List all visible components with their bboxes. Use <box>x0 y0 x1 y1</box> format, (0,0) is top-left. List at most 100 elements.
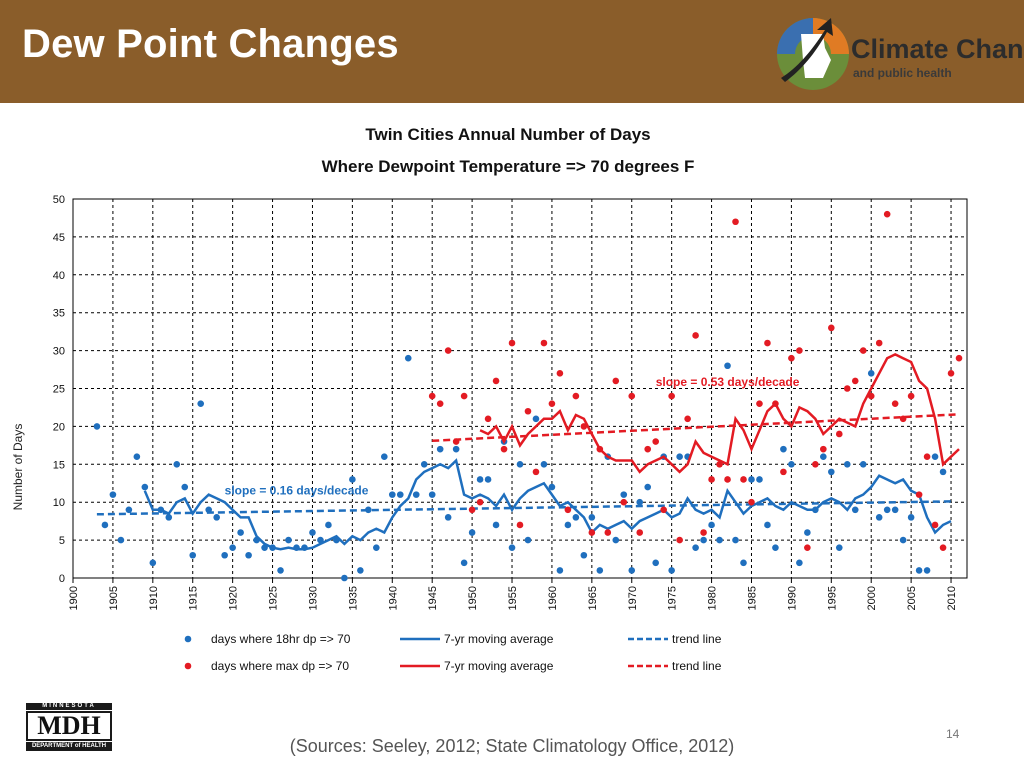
data-point <box>468 529 476 536</box>
data-point <box>620 491 628 498</box>
data-point <box>668 567 675 574</box>
slope-annotation: slope = 0.16 days/decade <box>225 484 369 498</box>
data-point <box>732 536 739 544</box>
x-tick-label: 2010 <box>946 586 958 610</box>
data-point <box>612 377 620 385</box>
data-point <box>524 407 532 415</box>
data-point <box>867 392 875 400</box>
data-point <box>508 339 516 347</box>
data-point <box>349 476 356 483</box>
data-point <box>428 392 436 400</box>
data-point <box>189 551 197 559</box>
x-tick-label: 1960 <box>547 586 559 610</box>
legend-marker <box>184 662 192 670</box>
data-point <box>851 506 859 514</box>
data-point <box>740 559 747 567</box>
data-point <box>740 476 747 483</box>
y-tick-label: 40 <box>53 270 65 282</box>
data-point <box>676 453 683 461</box>
y-tick-label: 5 <box>59 535 65 547</box>
data-point <box>452 445 460 453</box>
data-point <box>612 536 620 544</box>
data-point <box>125 506 133 514</box>
data-point <box>931 521 939 529</box>
data-point <box>899 536 907 544</box>
data-point <box>548 483 556 491</box>
data-point <box>484 476 492 483</box>
data-point <box>548 400 556 407</box>
data-point <box>277 567 284 574</box>
data-point <box>875 339 883 347</box>
data-point <box>652 559 659 567</box>
data-point <box>907 392 915 400</box>
chart-annotations: slope = 0.16 days/decade slope = 0.53 day… <box>225 375 800 497</box>
data-point <box>285 536 292 544</box>
legend-label: trend line <box>672 632 722 646</box>
data-point <box>756 476 763 483</box>
mdh-logo-main: MDH <box>26 711 112 741</box>
x-tick-label: 1965 <box>587 586 599 610</box>
data-point <box>596 567 604 574</box>
data-point <box>468 506 476 514</box>
data-point <box>660 506 667 514</box>
slope-annotation: slope = 0.53 days/decade <box>656 375 800 389</box>
climate-change-logo: Climate Change and public health <box>767 8 1024 94</box>
x-tick-label: 1910 <box>148 586 160 610</box>
data-point <box>947 370 955 377</box>
data-point <box>883 506 891 514</box>
data-point <box>708 521 715 529</box>
logo-sub-text: and public health <box>853 66 952 80</box>
data-point <box>756 400 763 407</box>
page-number: 14 <box>946 727 960 741</box>
data-point <box>788 461 795 468</box>
source-citation: (Sources: Seeley, 2012; State Climatolog… <box>289 736 735 756</box>
data-point <box>652 438 659 445</box>
data-point <box>237 529 244 536</box>
data-point <box>580 423 588 430</box>
data-point <box>828 468 835 476</box>
data-point <box>820 445 827 453</box>
data-point <box>923 567 931 574</box>
data-point <box>644 445 652 453</box>
x-tick-label: 1920 <box>228 586 240 610</box>
data-point <box>700 529 707 536</box>
data-point <box>141 483 149 491</box>
data-point <box>915 567 923 574</box>
data-point <box>388 491 396 498</box>
moving-average-line <box>479 353 960 474</box>
x-tick-label: 1955 <box>507 586 519 610</box>
data-point <box>708 476 715 483</box>
data-point <box>460 392 468 400</box>
data-point <box>875 514 883 521</box>
x-tick-label: 1995 <box>826 586 838 610</box>
data-point <box>508 544 516 551</box>
chart-axes: 0 5 10 15 20 25 30 35 40 45 50 1900 1905 1910 1915 1920… <box>53 194 968 610</box>
data-point <box>883 210 891 218</box>
data-point <box>915 491 923 498</box>
data-point <box>636 529 644 536</box>
x-tick-label: 2000 <box>866 586 878 610</box>
y-tick-label: 15 <box>53 459 65 471</box>
data-point <box>173 461 181 468</box>
data-point <box>572 514 580 521</box>
data-point <box>556 370 564 377</box>
data-point <box>580 551 588 559</box>
chart-title: Twin Cities Annual Number of Days <box>365 125 650 144</box>
x-tick-label: 1930 <box>307 586 319 610</box>
data-point <box>851 377 859 385</box>
x-tick-label: 1990 <box>786 586 798 610</box>
mdh-logo: MINNESOTA MDH DEPARTMENT of HEALTH <box>26 703 112 751</box>
data-point <box>676 536 683 544</box>
x-tick-label: 1975 <box>667 586 679 610</box>
data-point <box>748 476 755 483</box>
data-point <box>492 377 500 385</box>
data-point <box>636 498 644 506</box>
data-point <box>628 392 636 400</box>
data-point <box>628 567 636 574</box>
data-point <box>516 461 524 468</box>
data-point <box>532 415 540 423</box>
data-point <box>804 544 811 551</box>
data-point <box>907 514 915 521</box>
data-point <box>117 536 125 544</box>
data-point <box>859 347 867 354</box>
